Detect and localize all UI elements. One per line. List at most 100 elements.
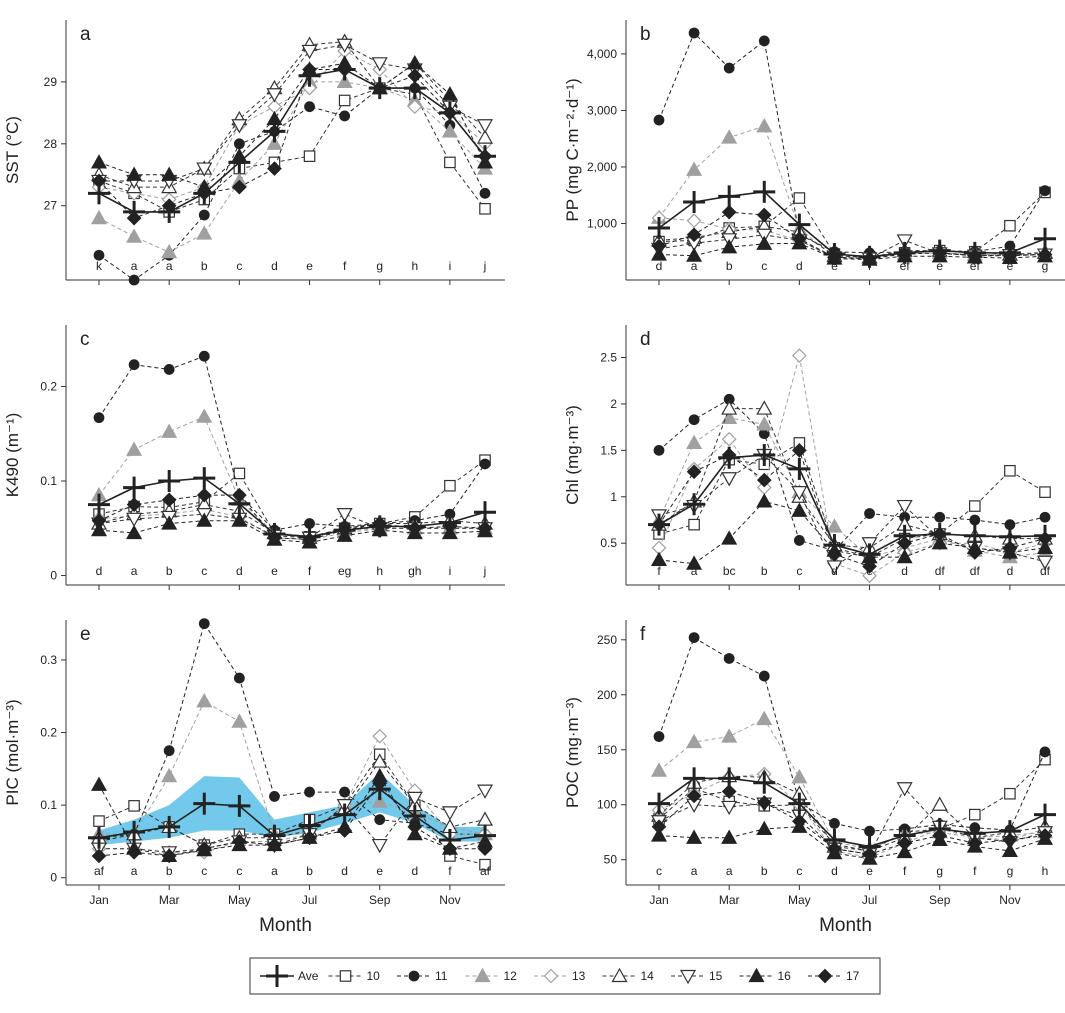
data-point — [228, 492, 251, 515]
data-point — [1002, 540, 1018, 556]
series-line — [658, 791, 1046, 855]
series-line — [658, 408, 1045, 549]
data-point — [721, 431, 737, 447]
data-point — [688, 414, 700, 426]
series-line — [98, 513, 485, 539]
data-point — [1039, 746, 1051, 758]
data-point — [650, 827, 668, 842]
data-point — [372, 728, 388, 744]
x-tick-label: May — [788, 893, 811, 907]
data-point — [336, 507, 353, 523]
data-point — [686, 213, 702, 229]
data-point — [648, 792, 670, 815]
data-point — [368, 778, 391, 801]
series-13 — [91, 43, 493, 207]
data-point — [407, 99, 423, 115]
data-point — [967, 545, 983, 560]
significance-letter: h — [1042, 864, 1049, 878]
data-point — [232, 179, 247, 195]
data-point — [301, 44, 318, 60]
data-point — [403, 805, 426, 828]
legend-label: 11 — [435, 969, 448, 983]
data-point — [721, 472, 738, 487]
y-tick-label: 100 — [597, 798, 617, 812]
data-point — [651, 238, 667, 254]
data-point — [304, 786, 315, 798]
data-point — [756, 235, 773, 250]
significance-letter: e — [866, 864, 873, 878]
significance-letter: d — [796, 259, 803, 273]
significance-letter: h — [411, 259, 418, 273]
panel-f: f 50 100 150 200 250 POC (mg·m⁻³) Jan Mar May Jul S… — [563, 620, 1065, 936]
legend-label: 17 — [846, 969, 860, 983]
data-point — [753, 180, 776, 203]
significance-letter: a — [131, 564, 138, 578]
data-point — [1037, 247, 1053, 262]
data-point — [269, 791, 280, 802]
data-point — [756, 710, 773, 726]
significance-letter: e — [376, 864, 383, 878]
data-point — [158, 200, 181, 223]
significance-letter: ef — [970, 259, 981, 273]
series-line — [658, 398, 1046, 552]
data-point — [161, 767, 178, 783]
series-line — [98, 753, 486, 866]
data-point — [756, 228, 773, 244]
panel-letter: f — [640, 624, 646, 645]
data-point — [963, 241, 986, 264]
data-point — [1034, 524, 1056, 547]
y-tick-label: 29 — [44, 75, 58, 89]
data-point — [721, 400, 738, 415]
series-line — [98, 504, 486, 539]
series-16 — [650, 235, 1054, 266]
data-point — [1034, 803, 1056, 826]
data-point — [91, 848, 107, 864]
data-point — [441, 806, 458, 821]
significance-letter: gh — [408, 564, 421, 578]
significance-letter: g — [1007, 864, 1014, 878]
data-point — [163, 745, 175, 757]
series-12 — [650, 409, 1054, 564]
data-point — [791, 769, 808, 784]
series-line — [658, 787, 1046, 855]
data-point — [88, 493, 110, 516]
data-point — [688, 632, 700, 643]
data-point — [302, 80, 317, 96]
series-13 — [651, 766, 1053, 865]
data-point — [161, 166, 178, 181]
data-point — [683, 493, 706, 516]
series-14 — [650, 218, 1054, 264]
y-tick-label: 3,000 — [587, 103, 617, 117]
significance-letter: e — [831, 259, 838, 273]
data-point — [969, 808, 981, 821]
data-point — [126, 497, 142, 512]
data-point — [198, 618, 210, 630]
data-point — [474, 824, 496, 847]
data-point — [864, 825, 875, 837]
legend-item-ave: Ave — [260, 965, 319, 987]
data-point — [683, 767, 706, 790]
data-point — [648, 513, 670, 536]
y-tick-label: 1,000 — [587, 216, 617, 230]
y-tick-label: 0.1 — [40, 798, 57, 812]
series-14 — [650, 400, 1054, 554]
x-tick-label: Sep — [929, 893, 951, 907]
series-line — [658, 125, 1046, 258]
y-tick-label: 0 — [50, 569, 57, 583]
data-point — [338, 94, 351, 107]
data-point — [196, 512, 213, 527]
data-point — [441, 86, 458, 101]
significance-letter: j — [483, 259, 487, 273]
significance-letter: e — [1007, 259, 1014, 273]
data-point — [1039, 511, 1051, 523]
data-point — [792, 443, 807, 458]
data-point — [161, 492, 177, 508]
data-point — [1037, 828, 1053, 843]
data-point — [93, 815, 105, 827]
series-line — [658, 775, 1046, 852]
data-point — [123, 476, 146, 499]
series-line — [98, 87, 486, 281]
significance-letter: f — [973, 864, 977, 878]
data-point — [791, 486, 808, 501]
data-point — [963, 524, 986, 547]
